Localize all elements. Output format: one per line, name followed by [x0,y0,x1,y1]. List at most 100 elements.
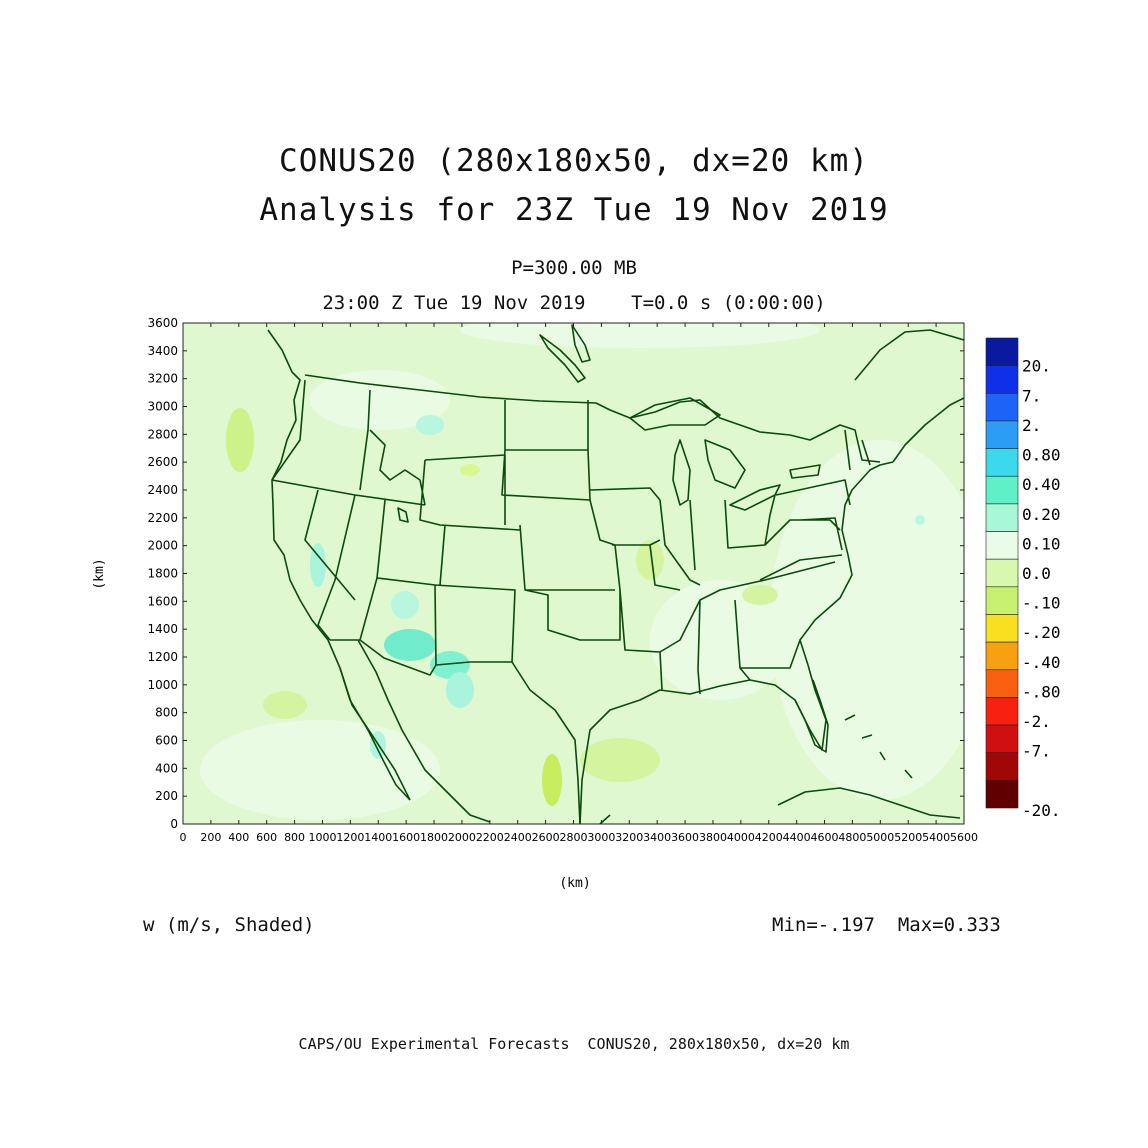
x-tick-label: 3000 [587,831,615,844]
credit-footer: CAPS/OU Experimental Forecasts CONUS20, … [298,1035,850,1053]
great-salt-lake [397,507,409,523]
colorbar: 20. 7. 2. 0.80 0.40 0.20 0.10 0.0 -.10 -.20 -.40 -.… [985,337,1061,820]
y-tick-label: 3600 [147,316,178,330]
shaded-field [183,323,964,824]
field-patch [915,515,925,525]
colorbar-label: -.10 [1022,594,1061,613]
y-tick-label: 2200 [147,511,178,525]
lake-erie [729,484,781,511]
y-tick-label: 200 [155,789,178,803]
y-tick-label: 2800 [147,427,178,441]
bahamas [844,714,913,779]
y-axis: 0 200 400 600 800 1000 1200 1400 1600 1800 2000 220… [147,316,964,831]
colorbar-swatch [985,503,1019,532]
baja-peninsula [339,667,411,801]
map-boundaries [267,324,964,824]
lake-superior [629,397,721,431]
x-tick-label: 0 [180,831,187,844]
colorbar-label: -.40 [1022,653,1061,672]
field-patch [226,408,254,472]
colorbar-label: 2. [1022,416,1041,435]
plot-title-line1: CONUS20 (280x180x50, dx=20 km) [279,143,869,179]
colorbar-label: 0.80 [1022,446,1061,465]
colorbar-swatch [985,531,1019,560]
x-tick-label: 1400 [364,831,392,844]
valid-time-label: 23:00 Z Tue 19 Nov 2019 T=0.0 s (0:00:00… [322,292,826,314]
colorbar-swatch [985,558,1019,588]
y-tick-label: 0 [170,817,178,831]
field-patch [310,370,450,430]
x-tick-label: 200 [200,831,221,844]
colorbar-label: -7. [1022,742,1051,761]
min-max-label: Min=-.197 Max=0.333 [772,914,1001,936]
canadian-lake-1 [539,334,586,383]
x-tick-label: 2200 [476,831,504,844]
y-tick-label: 1400 [147,622,178,636]
y-axis-label: (km) [92,558,107,589]
y-tick-label: 1800 [147,567,178,581]
y-tick-label: 1600 [147,594,178,608]
x-tick-label: 400 [228,831,249,844]
y-tick-label: 1200 [147,650,178,664]
x-tick-label: 800 [284,831,305,844]
x-tick-label: 1800 [420,831,448,844]
colorbar-swatch [985,365,1019,394]
field-patch [416,415,444,435]
colorbar-swatch [985,780,1019,809]
pressure-level-label: P=300.00 MB [511,257,637,279]
cuba [777,787,961,819]
field-patch [460,323,820,348]
colorbar-swatch [985,697,1019,726]
colorbar-label: 0.40 [1022,475,1061,494]
gulf-of-california-coast [357,639,491,823]
colorbar-label: 20. [1022,357,1051,376]
field-patch [636,540,664,580]
colorbar-swatch [985,475,1019,505]
colorbar-swatch [985,641,1019,671]
state-boundaries [271,379,871,695]
colorbar-swatch [985,392,1019,422]
colorbar-label: 0.0 [1022,564,1051,583]
gulf-coastline [579,664,827,824]
canadian-lake-2 [571,324,591,363]
y-tick-label: 3000 [147,400,178,414]
y-tick-label: 800 [155,706,178,720]
field-patch [446,672,474,708]
y-tick-label: 1000 [147,678,178,692]
y-tick-label: 2000 [147,539,178,553]
x-tick-label: 2400 [504,831,532,844]
maritimes-coastline [892,397,964,463]
x-tick-label: 4800 [838,831,866,844]
field-patch [263,691,307,719]
mexico-border [330,639,581,824]
colorbar-swatch [985,448,1019,477]
x-tick-label: 3400 [643,831,671,844]
x-tick-label: 4600 [811,831,839,844]
x-tick-label: 1200 [336,831,364,844]
y-tick-label: 3400 [147,344,178,358]
field-patch [542,754,562,806]
colorbar-swatch [985,337,1019,366]
field-patch [384,629,436,661]
colorbar-swatch [985,724,1019,754]
colorbar-swatch [985,420,1019,449]
x-tick-label: 5400 [922,831,950,844]
field-patch [460,464,480,476]
colorbar-label: 0.20 [1022,505,1061,524]
quebec-coast [854,329,964,381]
colorbar-label: -20. [1022,801,1061,820]
y-tick-label: 400 [155,761,178,775]
atlantic-coastline [799,461,894,666]
y-tick-label: 600 [155,734,178,748]
lake-ontario [789,464,821,479]
x-tick-label: 3600 [671,831,699,844]
florida [794,679,829,753]
x-tick-label: 3800 [699,831,727,844]
y-tick-label: 2600 [147,455,178,469]
x-tick-label: 5600 [950,831,978,844]
colorbar-label: 0.10 [1022,534,1061,553]
x-tick-label: 1600 [392,831,420,844]
x-tick-label: 4200 [755,831,783,844]
x-tick-label: 3200 [615,831,643,844]
y-tick-label: 3200 [147,372,178,386]
